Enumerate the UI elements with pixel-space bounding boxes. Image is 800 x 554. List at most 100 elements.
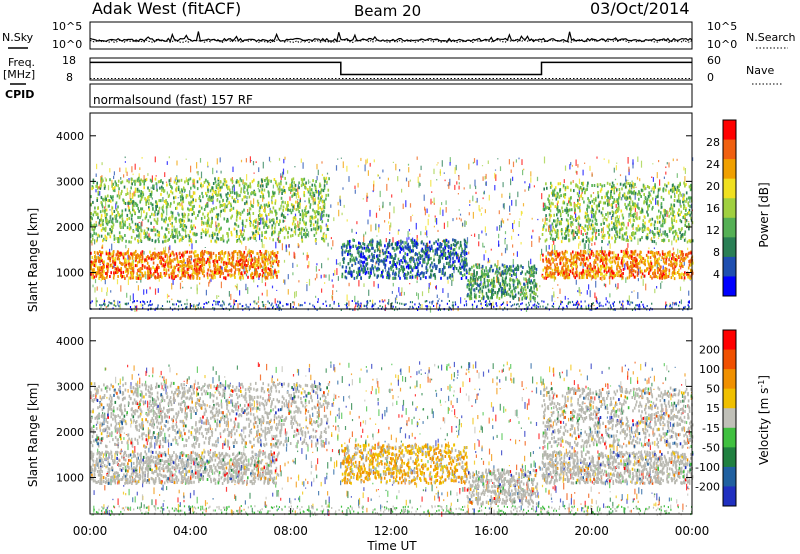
fringe-cell xyxy=(525,303,527,306)
noise-cell xyxy=(475,185,477,190)
noise-cell xyxy=(99,254,101,257)
feature-cell xyxy=(259,262,261,266)
feature-cell xyxy=(227,238,230,242)
fringe-cell xyxy=(627,302,629,305)
noise-cell xyxy=(284,220,286,222)
feature-cell xyxy=(112,182,115,186)
feature-cell xyxy=(255,260,258,264)
feature-cell xyxy=(437,247,440,251)
noise-cell xyxy=(436,294,438,299)
feature-cell xyxy=(112,226,114,229)
noise-cell xyxy=(233,299,235,305)
feature-cell xyxy=(102,197,104,201)
feature-cell xyxy=(164,234,166,237)
noise-cell xyxy=(523,277,525,281)
noise-cell xyxy=(150,186,152,189)
fringe-cell xyxy=(279,301,281,304)
noise-cell xyxy=(552,287,554,289)
feature-cell xyxy=(359,242,362,246)
noise-cell xyxy=(294,184,296,191)
fringe-cell xyxy=(500,303,502,306)
feature-cell xyxy=(158,206,161,210)
feature-cell xyxy=(267,262,269,266)
noise-cell xyxy=(171,283,173,290)
noise-cell xyxy=(104,279,106,285)
feature-cell xyxy=(271,210,273,214)
feature-cell xyxy=(321,210,323,214)
feature-cell xyxy=(370,258,372,262)
fringe-cell xyxy=(538,303,540,305)
feature-cell xyxy=(384,256,387,260)
feature-cell xyxy=(326,224,329,228)
noise-cell xyxy=(487,257,489,263)
noise-cell xyxy=(408,229,410,232)
feature-cell xyxy=(297,195,300,199)
feature-cell xyxy=(434,264,436,268)
noise-cell xyxy=(474,179,476,187)
noise-cell xyxy=(442,209,444,217)
feature-cell xyxy=(91,185,94,189)
noise-cell xyxy=(322,204,324,210)
feature-cell xyxy=(440,276,442,280)
noise-cell xyxy=(567,298,569,300)
fringe-cell xyxy=(419,304,421,307)
fringe-cell xyxy=(222,300,224,303)
noise-cell xyxy=(443,222,445,229)
feature-cell xyxy=(263,253,265,257)
feature-cell xyxy=(390,265,392,269)
noise-cell xyxy=(248,252,250,258)
noise-cell xyxy=(580,229,582,235)
feature-cell xyxy=(431,269,433,273)
noise-cell xyxy=(176,227,178,235)
noise-cell xyxy=(688,290,690,296)
feature-cell xyxy=(252,276,255,279)
feature-cell xyxy=(134,211,136,215)
feature-cell xyxy=(185,195,188,199)
feature-cell xyxy=(461,247,463,251)
fringe-cell xyxy=(489,300,491,303)
feature-cell xyxy=(171,215,174,219)
feature-cell xyxy=(271,195,273,199)
feature-cell xyxy=(382,252,385,256)
feature-cell xyxy=(254,193,257,197)
feature-cell xyxy=(193,204,195,208)
feature-cell xyxy=(466,241,468,245)
noise-cell xyxy=(480,267,482,269)
noise-cell xyxy=(506,301,508,305)
noise-cell xyxy=(579,289,581,297)
noise-cell xyxy=(455,244,457,249)
feature-cell xyxy=(257,266,259,270)
feature-cell xyxy=(272,260,274,264)
feature-cell xyxy=(222,239,225,243)
fringe-cell xyxy=(562,308,564,311)
feature-cell xyxy=(450,265,452,269)
feature-cell xyxy=(276,254,278,258)
feature-cell xyxy=(299,199,301,203)
feature-cell xyxy=(219,265,222,269)
feature-cell xyxy=(309,219,311,223)
noise-cell xyxy=(143,175,145,182)
feature-cell xyxy=(168,182,171,186)
feature-cell xyxy=(172,275,175,279)
feature-cell xyxy=(357,273,359,277)
feature-cell xyxy=(197,257,200,261)
feature-cell xyxy=(291,234,294,237)
fringe-cell xyxy=(496,304,498,307)
feature-cell xyxy=(259,265,261,269)
feature-cell xyxy=(109,264,111,268)
feature-cell xyxy=(113,189,116,193)
feature-cell xyxy=(443,248,446,252)
noise-cell xyxy=(386,183,388,191)
feature-cell xyxy=(320,229,322,233)
fringe-cell xyxy=(248,306,250,309)
feature-cell xyxy=(211,270,214,274)
feature-cell xyxy=(233,199,235,203)
feature-cell xyxy=(147,202,150,206)
noise-cell xyxy=(407,231,409,238)
feature-cell xyxy=(260,264,263,268)
feature-cell xyxy=(241,234,243,238)
feature-cell xyxy=(100,218,102,222)
feature-cell xyxy=(189,275,191,279)
feature-cell xyxy=(394,263,396,266)
noise-cell xyxy=(618,215,620,219)
